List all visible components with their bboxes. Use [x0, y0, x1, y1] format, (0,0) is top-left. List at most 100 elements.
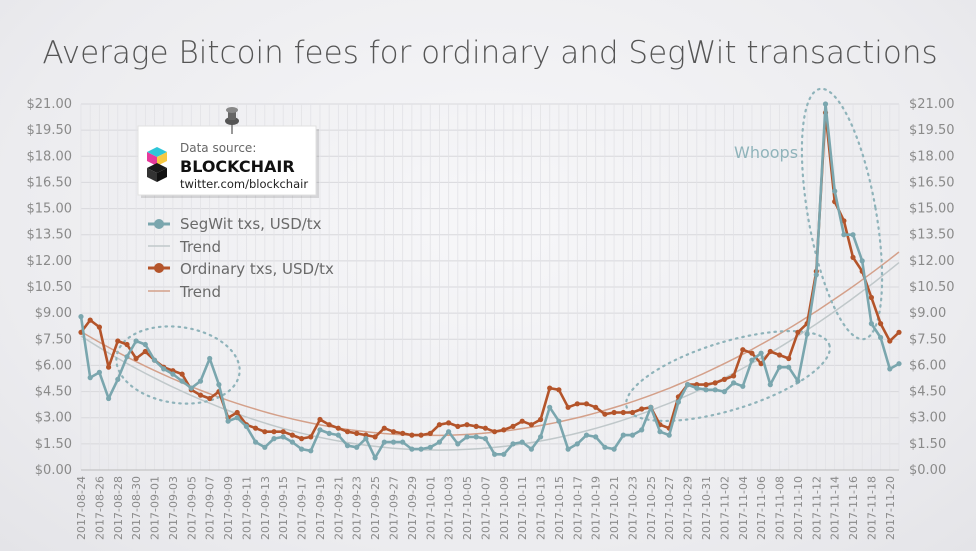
segwit-data-point [767, 382, 773, 388]
segwit-data-point [740, 383, 746, 389]
x-tick-label: 2017-11-20 [884, 476, 897, 540]
segwit-data-point [271, 436, 277, 442]
segwit-data-point [538, 434, 544, 440]
y-tick-label-left: $1.50 [35, 437, 72, 452]
y-tick-label-right: $4.50 [909, 385, 946, 400]
segwit-data-point [712, 387, 718, 393]
segwit-data-point [436, 439, 442, 445]
segwit-data-point [822, 101, 829, 107]
ordinary-data-point [878, 321, 884, 327]
ordinary-data-point [731, 373, 737, 379]
data-series [78, 101, 902, 461]
segwit-data-point [639, 427, 645, 433]
y-tick-label-right: $7.50 [909, 332, 946, 347]
y-tick-label-right: $19.50 [909, 123, 955, 138]
x-tick-label: 2017-08-24 [75, 476, 88, 540]
x-tick-label: 2017-10-19 [590, 476, 603, 540]
segwit-data-point [868, 321, 875, 327]
x-tick-label: 2017-09-29 [406, 476, 419, 540]
ordinary-data-point [372, 434, 378, 440]
segwit-data-point [243, 423, 249, 429]
x-tick-label: 2017-10-11 [516, 476, 529, 540]
ordinary-data-point [96, 324, 102, 330]
ordinary-data-point [556, 387, 562, 393]
segwit-data-point [381, 439, 387, 445]
segwit-data-point [492, 451, 498, 457]
y-axis-left: $0.00 $1.50 $3.00 $4.50 $6.00 $7.50 $9.00 $10.5… [27, 97, 73, 478]
ordinary-data-point [400, 430, 406, 436]
x-tick-label: 2017-11-18 [865, 476, 878, 540]
segwit-data-point [685, 382, 691, 388]
x-axis: 2017-08-24 2017-08-26 2017-08-28 2017-08-30… [75, 476, 897, 540]
segwit-data-point [326, 430, 332, 436]
x-tick-label: 2017-09-25 [369, 476, 382, 540]
x-tick-label: 2017-11-10 [792, 476, 805, 540]
segwit-data-point [574, 441, 580, 447]
whoops-annotation: Whoops [734, 143, 798, 162]
segwit-data-point [611, 446, 617, 452]
ordinary-data-point [528, 422, 535, 428]
segwit-data-point [776, 364, 783, 370]
ordinary-data-point [317, 416, 323, 423]
y-tick-label-right: $3.00 [909, 411, 946, 426]
segwit-data-point [78, 314, 84, 320]
segwit-data-point [354, 444, 360, 450]
x-tick-label: 2017-10-07 [479, 476, 492, 540]
y-tick-label-right: $15.00 [909, 202, 955, 217]
segwit-data-point [161, 366, 167, 372]
x-tick-label: 2017-11-02 [718, 476, 731, 540]
pushpin-icon [225, 107, 239, 134]
segwit-data-point [731, 380, 737, 386]
segwit-data-point [850, 232, 856, 238]
ordinary-data-point [280, 429, 286, 435]
ordinary-data-point [492, 429, 498, 435]
ordinary-data-point [234, 409, 240, 416]
chart-title: Average Bitcoin fees for ordinary and Se… [42, 35, 937, 71]
segwit-data-point [482, 436, 488, 442]
ordinary-data-point [473, 423, 479, 429]
segwit-data-point [593, 434, 599, 440]
segwit-data-point [547, 404, 553, 410]
ordinary-data-point [455, 423, 461, 429]
ordinary-data-point [464, 422, 470, 428]
x-tick-label: 2017-11-08 [774, 476, 787, 540]
segwit-data-point [657, 429, 663, 435]
ordinary-data-point [767, 348, 773, 355]
ordinary-data-point [547, 385, 553, 391]
legend-segwit-swatch-marker [154, 219, 164, 229]
segwit-data-point [133, 338, 139, 344]
segwit-data-point [234, 415, 240, 421]
segwit-data-point [225, 418, 231, 424]
ordinary-data-point [253, 425, 259, 431]
ordinary-data-point [887, 338, 893, 344]
x-tick-label: 2017-09-21 [332, 476, 345, 540]
y-tick-label-left: $9.00 [35, 306, 72, 321]
ordinary-data-point [583, 401, 590, 407]
y-tick-label-left: $10.50 [27, 280, 73, 295]
segwit-data-point [841, 232, 847, 238]
ordinary-data-point [776, 352, 783, 358]
y-tick-label-left: $13.50 [27, 228, 73, 243]
y-tick-label-left: $18.00 [27, 149, 73, 164]
x-tick-label: 2017-08-30 [130, 476, 143, 540]
segwit-data-point [666, 432, 672, 438]
y-tick-label-right: $12.00 [909, 254, 955, 269]
y-tick-label-left: $7.50 [35, 332, 72, 347]
segwit-data-point [896, 361, 902, 367]
legend: SegWit txs, USD/tx Trend Ordinary txs, U… [148, 215, 334, 301]
segwit-data-point [501, 451, 507, 457]
x-tick-label: 2017-09-17 [296, 476, 309, 540]
ordinary-data-point [124, 341, 130, 348]
segwit-data-point [620, 432, 626, 438]
segwit-data-point [96, 369, 102, 375]
y-tick-label-right: $13.50 [909, 228, 955, 243]
segwit-data-point [694, 385, 700, 391]
ordinary-data-point [381, 425, 387, 431]
segwit-data-point [170, 371, 176, 377]
ordinary-data-point [841, 218, 847, 224]
ordinary-data-point [308, 434, 314, 440]
segwit-data-point [795, 378, 801, 384]
ordinary-data-point [510, 423, 516, 429]
x-tick-label: 2017-09-19 [314, 476, 327, 540]
